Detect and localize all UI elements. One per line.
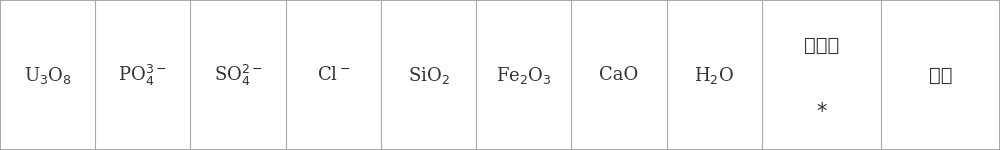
Text: SO$_4^{2-}$: SO$_4^{2-}$ (214, 62, 263, 88)
Text: *: * (816, 102, 827, 123)
Text: U$_3$O$_8$: U$_3$O$_8$ (24, 64, 72, 86)
Text: SiO$_2$: SiO$_2$ (408, 64, 449, 86)
Text: Cl$^-$: Cl$^-$ (317, 66, 350, 84)
Text: PO$_4^{3-}$: PO$_4^{3-}$ (118, 62, 167, 88)
Text: CaO: CaO (599, 66, 639, 84)
Text: H$_2$O: H$_2$O (694, 64, 734, 86)
Text: Fe$_2$O$_3$: Fe$_2$O$_3$ (496, 64, 552, 86)
Text: 备注: 备注 (929, 66, 952, 84)
Text: 直收率: 直收率 (804, 36, 839, 54)
